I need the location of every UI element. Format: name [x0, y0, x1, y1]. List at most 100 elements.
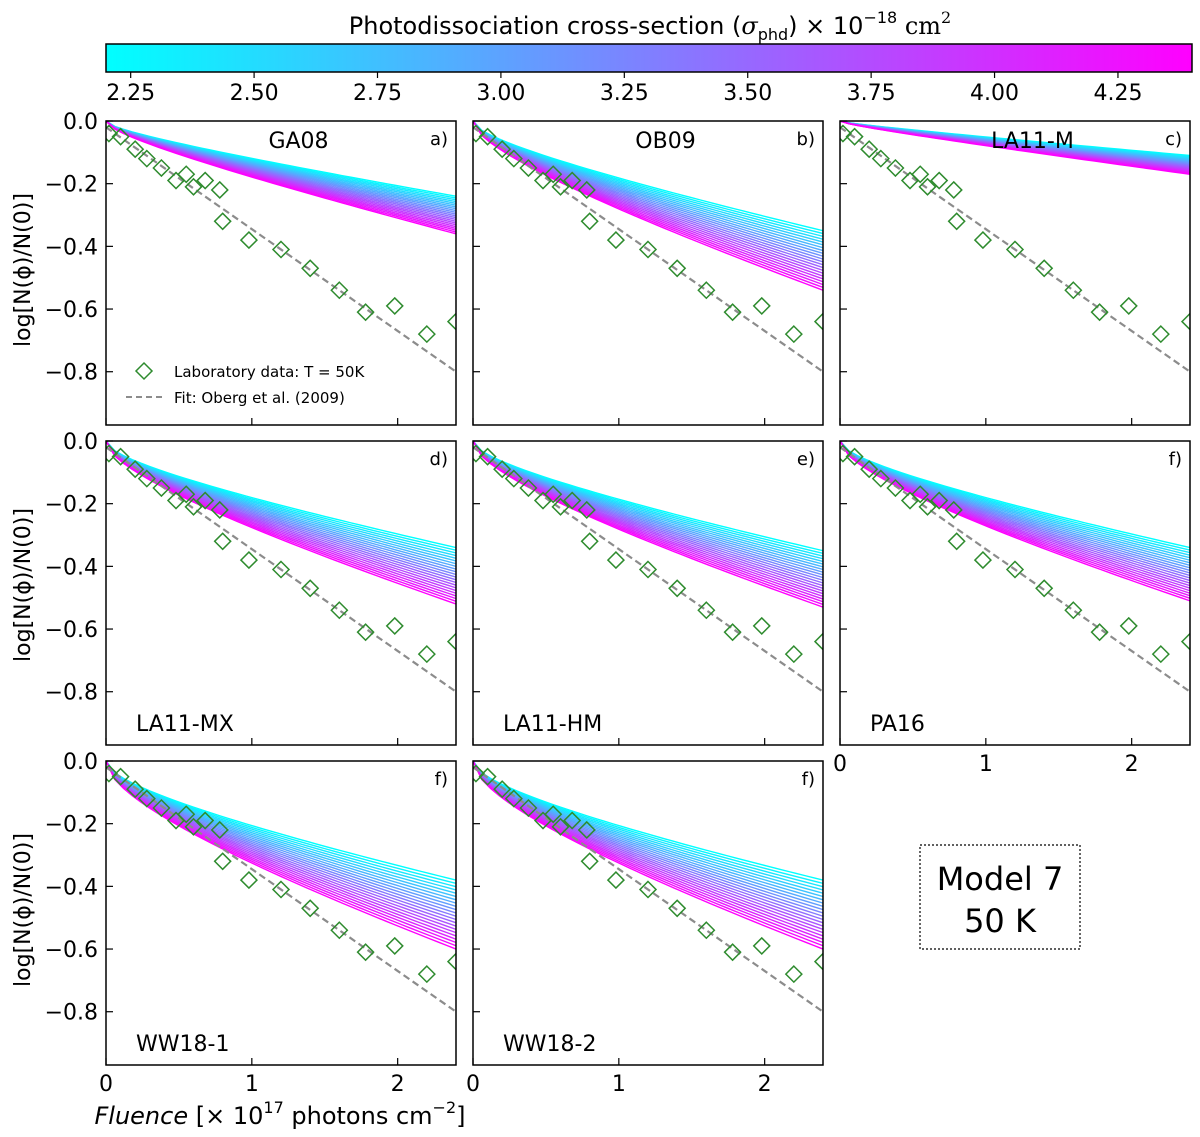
lab-data-point [580, 532, 599, 551]
panel-ww18-2: 0 1 2 f) WW18-2 [466, 760, 824, 1097]
lab-data-point [196, 171, 215, 190]
lab-data-point [1180, 312, 1190, 331]
panel-la11-mx: 0.0 −0.2 −0.4 −0.6 −0.8 d) LA11-MX [45, 430, 457, 746]
lab-data-point [473, 124, 485, 143]
lab-data-point [840, 124, 852, 143]
y-axis-labels: log[N(ϕ)/N(0)] log[N(ϕ)/N(0)] log[N(ϕ)/N… [11, 193, 36, 987]
model-curve [106, 761, 456, 947]
fit-line [473, 766, 823, 1013]
model-curve [473, 761, 823, 914]
colorbar-tick-label: 2.50 [230, 81, 279, 106]
lab-data-point [239, 871, 258, 890]
lab-data-point [504, 149, 523, 168]
model-curve [106, 761, 456, 908]
lab-data-point [239, 231, 258, 250]
lab-data-point [385, 296, 404, 315]
x-axis-label: Fluence [× 1017 photons cm−2] [94, 1098, 465, 1130]
model-curve [106, 761, 456, 885]
lab-data-point [871, 469, 890, 488]
fit-line [473, 126, 823, 373]
panel-frame [105, 760, 457, 1066]
model-curve [473, 761, 823, 908]
model-curve [473, 761, 823, 894]
lab-data-point [385, 936, 404, 955]
panel-label: LA11-MX [136, 712, 234, 737]
lab-data-point [606, 551, 625, 570]
model-curve [473, 761, 823, 931]
lab-data-point [330, 601, 349, 620]
plot-area [473, 121, 823, 373]
panel-ob09: b) OB09 [472, 120, 824, 426]
panel-letter: a) [430, 129, 448, 150]
model-curve [473, 121, 823, 238]
lab-data-point [813, 952, 823, 971]
model-curve [106, 761, 456, 924]
plot-area [106, 121, 456, 373]
model-curve [473, 761, 823, 891]
lab-data-point [577, 820, 596, 840]
lab-data-point [213, 212, 232, 231]
y-tick-label: −0.4 [45, 875, 98, 900]
lab-data-point [577, 500, 596, 520]
lab-data-point [723, 623, 742, 642]
annotation-line-1: Model 7 [937, 860, 1064, 898]
lab-data-point [668, 259, 687, 278]
lab-data-point [551, 497, 570, 516]
lab-data-point [126, 140, 145, 159]
model-curve [106, 761, 456, 940]
lab-data-point [784, 645, 803, 664]
lab-data-point [973, 231, 992, 250]
lab-data-point [551, 177, 570, 196]
model-curve [106, 441, 456, 549]
lab-data-point [840, 444, 852, 463]
panel-background [473, 441, 823, 745]
panel-label: PA16 [870, 712, 925, 737]
colorbar-tick-label: 3.25 [600, 81, 649, 106]
colorbar-tick-label: 4.00 [970, 81, 1019, 106]
fit-line [840, 446, 1190, 693]
x-tick-label: 1 [612, 1072, 626, 1097]
panel-background [840, 121, 1190, 425]
lab-data-point [493, 780, 512, 799]
panel-label: LA11-M [991, 129, 1074, 154]
model-curve [106, 121, 456, 235]
lab-data-point [563, 171, 582, 190]
panel-letter: b) [797, 129, 815, 150]
panel-frame [472, 760, 824, 1066]
lab-data-point [563, 491, 582, 510]
model-curve [106, 761, 456, 894]
model-curve [473, 441, 823, 579]
lab-data-point [271, 880, 291, 899]
lab-data-point [519, 798, 538, 818]
panel-letter: f) [802, 769, 815, 790]
model-curve [473, 761, 823, 927]
lab-data-point [106, 764, 118, 783]
panel-frame [839, 440, 1191, 746]
x-tick-label: 1 [245, 1072, 259, 1097]
x-tick-label: 0 [833, 752, 847, 777]
lab-data-point [544, 805, 563, 824]
panel-frame [105, 440, 457, 746]
fit-line [840, 126, 1190, 373]
lab-data-point [330, 921, 349, 940]
model-curve [106, 441, 456, 559]
y-tick-label: 0.0 [63, 430, 98, 455]
lab-data-point [504, 789, 523, 808]
lab-data-point [213, 532, 232, 551]
lab-data-point [184, 817, 203, 836]
panel-label: GA08 [268, 129, 328, 154]
lab-data-point [271, 560, 291, 579]
model-curve [473, 761, 823, 944]
panel-la11-m: c) LA11-M [839, 120, 1191, 426]
lab-data-point [271, 240, 291, 259]
lab-data-point [1119, 616, 1138, 635]
panel-frame [472, 120, 824, 426]
panel-la11-hm: e) LA11-HM [472, 440, 824, 746]
y-tick-label: −0.8 [45, 361, 98, 386]
lab-data-point [606, 231, 625, 250]
fit-line [106, 446, 456, 693]
model-curve [473, 761, 823, 881]
lab-data-point [871, 149, 890, 168]
lab-data-point [177, 485, 196, 504]
